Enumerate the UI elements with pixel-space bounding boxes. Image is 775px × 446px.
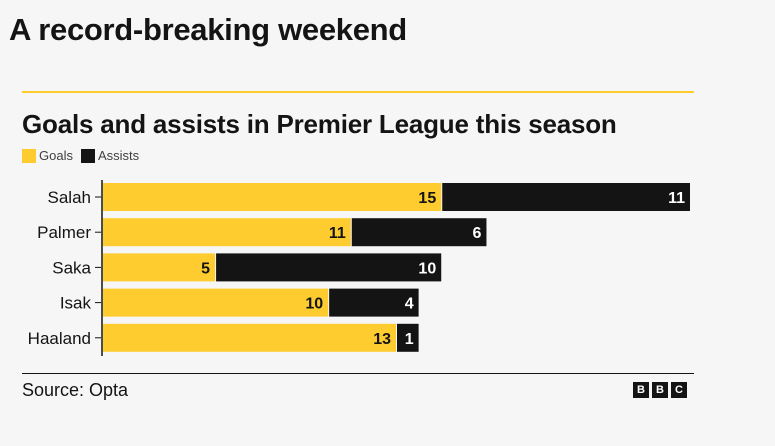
category-label-salah: Salah <box>48 188 91 207</box>
bar-assists-haaland <box>397 323 419 352</box>
data-label-assists-palmer: 6 <box>473 225 482 242</box>
legend-item-goals: Goals <box>22 148 73 163</box>
data-label-goals-saka: 5 <box>201 260 210 277</box>
logo-letter: B <box>633 382 649 398</box>
logo-letter: B <box>652 382 668 398</box>
data-label-assists-salah: 11 <box>668 190 685 207</box>
bar-goals-saka <box>103 253 216 282</box>
logo-letter: C <box>671 382 687 398</box>
data-label-assists-haaland: 1 <box>405 331 414 348</box>
legend-swatch-assists <box>80 148 95 163</box>
legend-label-goals: Goals <box>39 148 73 163</box>
legend-label-assists: Assists <box>97 148 140 163</box>
chart-title: Goals and assists in Premier League this… <box>22 109 617 139</box>
bar-assists-isak <box>329 288 419 317</box>
bar-goals-palmer <box>103 218 351 247</box>
source-note: Source: Opta <box>22 380 129 400</box>
data-label-goals-haaland: 13 <box>373 331 391 348</box>
bar-assists-salah <box>442 183 690 211</box>
category-label-saka: Saka <box>52 258 91 277</box>
bar-goals-salah <box>103 183 442 211</box>
bar-assists-palmer <box>351 218 487 247</box>
data-label-assists-isak: 4 <box>405 296 414 313</box>
bar-goals-haaland <box>103 323 396 352</box>
legend-item-assists: Assists <box>80 148 140 163</box>
bar-goals-isak <box>103 288 329 317</box>
legend-swatch-goals <box>22 148 36 163</box>
data-label-goals-palmer: 11 <box>329 225 346 242</box>
bottom-divider <box>22 373 694 374</box>
bbc-logo: B B C <box>633 382 687 398</box>
data-label-assists-saka: 10 <box>418 260 436 277</box>
category-label-isak: Isak <box>60 294 92 313</box>
top-divider <box>22 91 694 93</box>
category-label-haaland: Haaland <box>28 329 91 348</box>
headline: A record-breaking weekend <box>9 12 407 47</box>
category-label-palmer: Palmer <box>37 223 91 242</box>
bar-assists-saka <box>216 253 442 282</box>
data-label-goals-salah: 15 <box>418 190 436 207</box>
data-label-goals-isak: 10 <box>305 296 323 313</box>
legend: Goals Assists <box>22 148 147 163</box>
